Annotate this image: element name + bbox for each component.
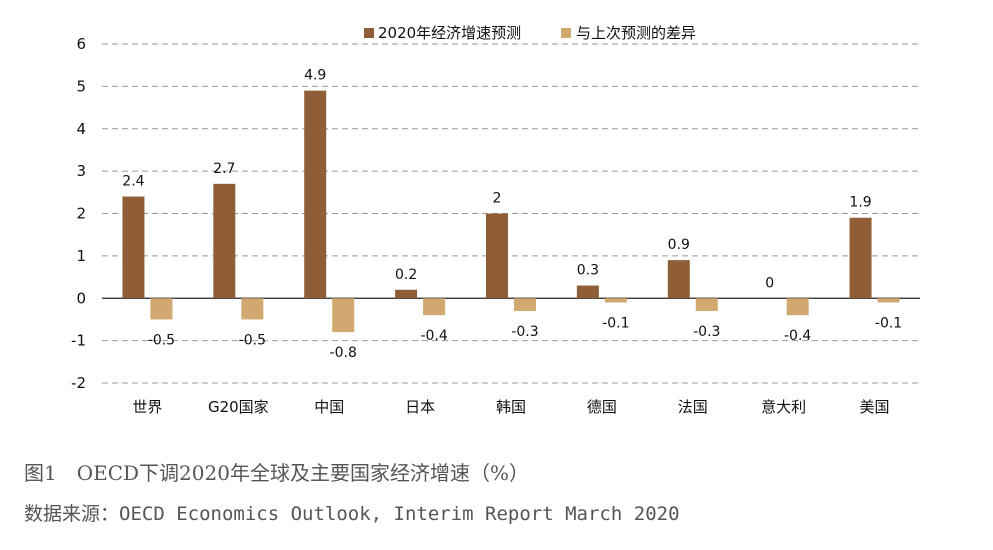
data-label-series-1: 0.2 bbox=[395, 267, 417, 283]
bar-series-2 bbox=[241, 298, 264, 320]
legend-swatch-series-1 bbox=[364, 28, 374, 38]
bars bbox=[122, 90, 900, 333]
data-label-series-2: -0.1 bbox=[602, 315, 629, 331]
bar-series-2 bbox=[332, 298, 355, 333]
bar-series-2 bbox=[695, 298, 718, 311]
bar-series-2 bbox=[604, 298, 627, 303]
bar-series-1 bbox=[122, 196, 145, 299]
figure-caption: 图1 OECD下调2020年全球及主要国家经济增速（%） bbox=[24, 461, 529, 485]
data-labels: 2.4 -0.5 2.7 -0.5 4.9 -0.8 0.2 -0.4 2 -0.3 0.3 -0.1… bbox=[122, 68, 902, 362]
y-tick-label: 5 bbox=[76, 77, 86, 95]
category-label: 韩国 bbox=[496, 398, 526, 416]
legend-label-series-2: 与上次预测的差异 bbox=[576, 24, 696, 42]
data-label-series-2: -0.3 bbox=[511, 324, 538, 340]
legend-label-series-1: 2020年经济增速预测 bbox=[378, 24, 521, 42]
category-label: 世界 bbox=[132, 398, 162, 416]
y-tick-label: 2 bbox=[76, 205, 86, 223]
data-label-series-1: 0.9 bbox=[668, 237, 690, 253]
data-label-series-1: 4.9 bbox=[304, 68, 326, 84]
data-label-series-1: 0.3 bbox=[577, 263, 599, 279]
category-label: 日本 bbox=[405, 398, 435, 416]
y-tick-label: 3 bbox=[76, 162, 86, 180]
bar-series-1 bbox=[667, 260, 690, 299]
y-tick-label: 1 bbox=[76, 247, 86, 265]
source-caption: 数据来源：OECD Economics Outlook, Interim Rep… bbox=[24, 503, 680, 525]
category-label: 美国 bbox=[860, 398, 890, 416]
data-label-series-1: 2.4 bbox=[122, 174, 144, 190]
bar-series-1 bbox=[213, 183, 236, 299]
data-label-series-1: 1.9 bbox=[849, 195, 871, 211]
bar-series-1 bbox=[304, 90, 327, 299]
y-tick-label: 4 bbox=[76, 120, 86, 138]
y-tick-label: -2 bbox=[71, 374, 86, 392]
data-label-series-2: -0.3 bbox=[693, 324, 720, 340]
y-tick-label: 0 bbox=[76, 289, 86, 307]
x-axis-category-labels: 世界 G20国家 中国 日本 韩国 德国 法国 意大利 美国 bbox=[132, 398, 889, 416]
data-label-series-2: -0.5 bbox=[239, 332, 266, 348]
bar-series-2 bbox=[514, 298, 536, 311]
data-label-series-2: -0.8 bbox=[330, 345, 357, 361]
bar-series-2 bbox=[150, 298, 173, 320]
bar-series-1 bbox=[849, 217, 872, 299]
data-label-series-1: 2.7 bbox=[213, 161, 235, 177]
bar-series-1 bbox=[576, 285, 599, 299]
data-label-series-2: -0.5 bbox=[148, 332, 175, 348]
data-label-series-2: -0.4 bbox=[784, 328, 811, 344]
data-label-series-1: 2 bbox=[493, 191, 502, 207]
bar-series-2 bbox=[877, 298, 900, 303]
y-axis-tick-labels: 6 5 4 3 2 1 0 -1 -2 bbox=[71, 35, 86, 392]
bar-series-2 bbox=[786, 298, 809, 316]
data-label-series-1: 0 bbox=[765, 275, 774, 291]
category-label: G20国家 bbox=[208, 398, 269, 416]
legend: 2020年经济增速预测 与上次预测的差异 bbox=[364, 24, 696, 42]
y-tick-label: -1 bbox=[71, 332, 86, 350]
category-label: 中国 bbox=[314, 398, 344, 416]
data-label-series-2: -0.4 bbox=[420, 328, 447, 344]
category-label: 意大利 bbox=[761, 398, 806, 416]
category-label: 德国 bbox=[587, 398, 617, 416]
legend-swatch-series-2 bbox=[561, 28, 571, 38]
bar-series-2 bbox=[423, 298, 446, 316]
y-tick-label: 6 bbox=[76, 35, 86, 53]
bar-series-1 bbox=[486, 213, 508, 299]
bar-chart: 6 5 4 3 2 1 0 -1 -2 2.4 -0.5 2.7 -0.5 4.9 -0.8 0.2 -0.4… bbox=[71, 24, 920, 416]
grid-lines bbox=[102, 43, 920, 384]
category-label: 法国 bbox=[678, 398, 708, 416]
data-label-series-2: -0.1 bbox=[875, 315, 902, 331]
bar-series-1 bbox=[395, 289, 418, 299]
